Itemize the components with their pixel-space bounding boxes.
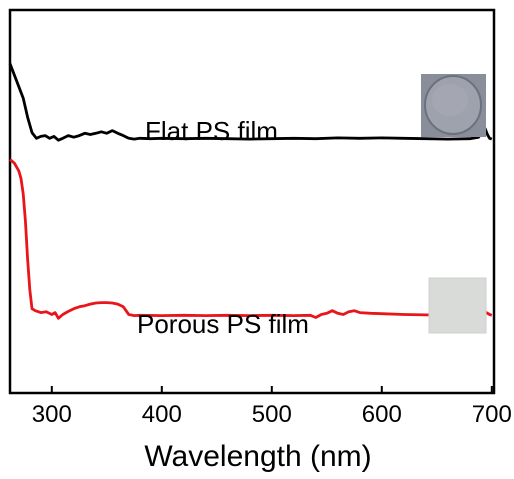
x-tick-label: 600: [362, 401, 402, 428]
x-tick-label: 500: [252, 401, 292, 428]
inset-image-porous-film: [428, 277, 487, 334]
series-label-porous: Porous PS film: [137, 309, 309, 339]
x-ticks: 300 400 500 600 700: [32, 386, 512, 428]
x-tick-label: 400: [142, 401, 182, 428]
inset-image-flat-film: [421, 74, 486, 137]
series-label-flat: Flat PS film: [145, 116, 278, 146]
x-axis-title: Wavelength (nm): [144, 440, 371, 473]
series-layer: [8, 63, 493, 320]
plot-frame: [8, 8, 496, 395]
x-tick-label: 700: [472, 401, 512, 428]
x-tick-label: 300: [32, 401, 72, 428]
series-line-porous: [9, 158, 493, 320]
plot-area: [8, 8, 496, 395]
series-line-flat: [8, 63, 493, 142]
